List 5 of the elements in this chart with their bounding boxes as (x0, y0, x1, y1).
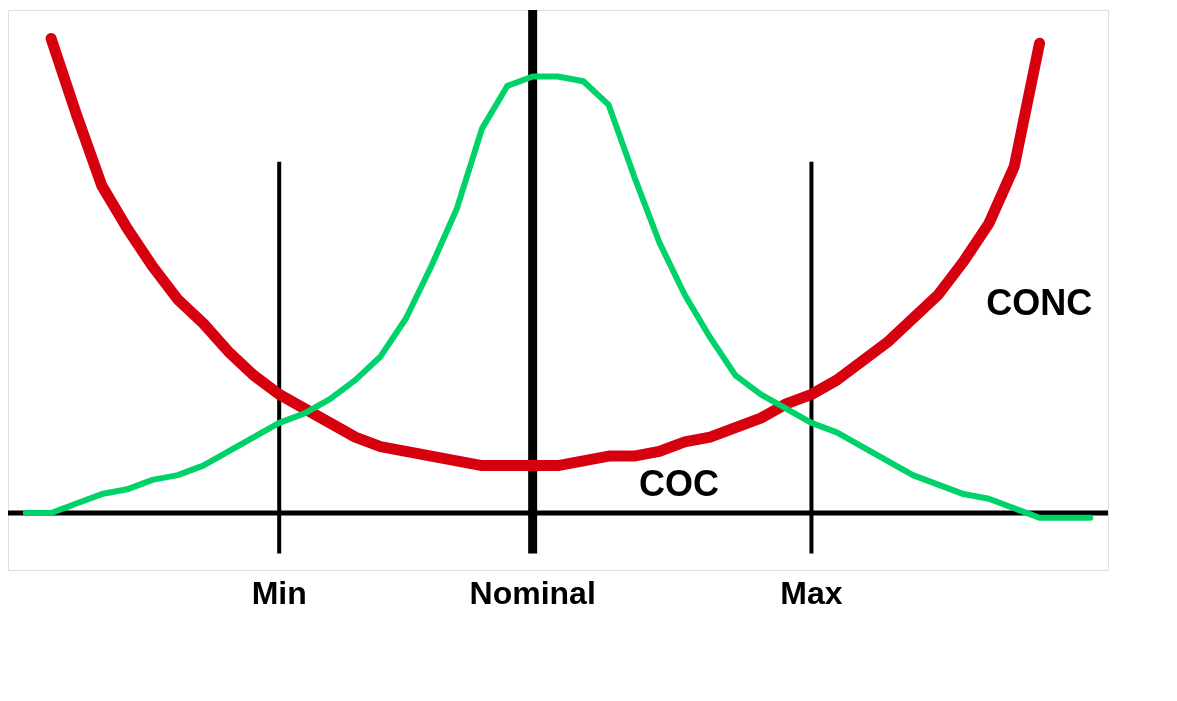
annotation: CONC (986, 282, 1093, 324)
annotation: COC (639, 462, 720, 504)
x-tick-label: Nominal (469, 574, 596, 611)
x-tick-label: Max (780, 574, 843, 611)
x-tick-label: Min (251, 574, 307, 611)
